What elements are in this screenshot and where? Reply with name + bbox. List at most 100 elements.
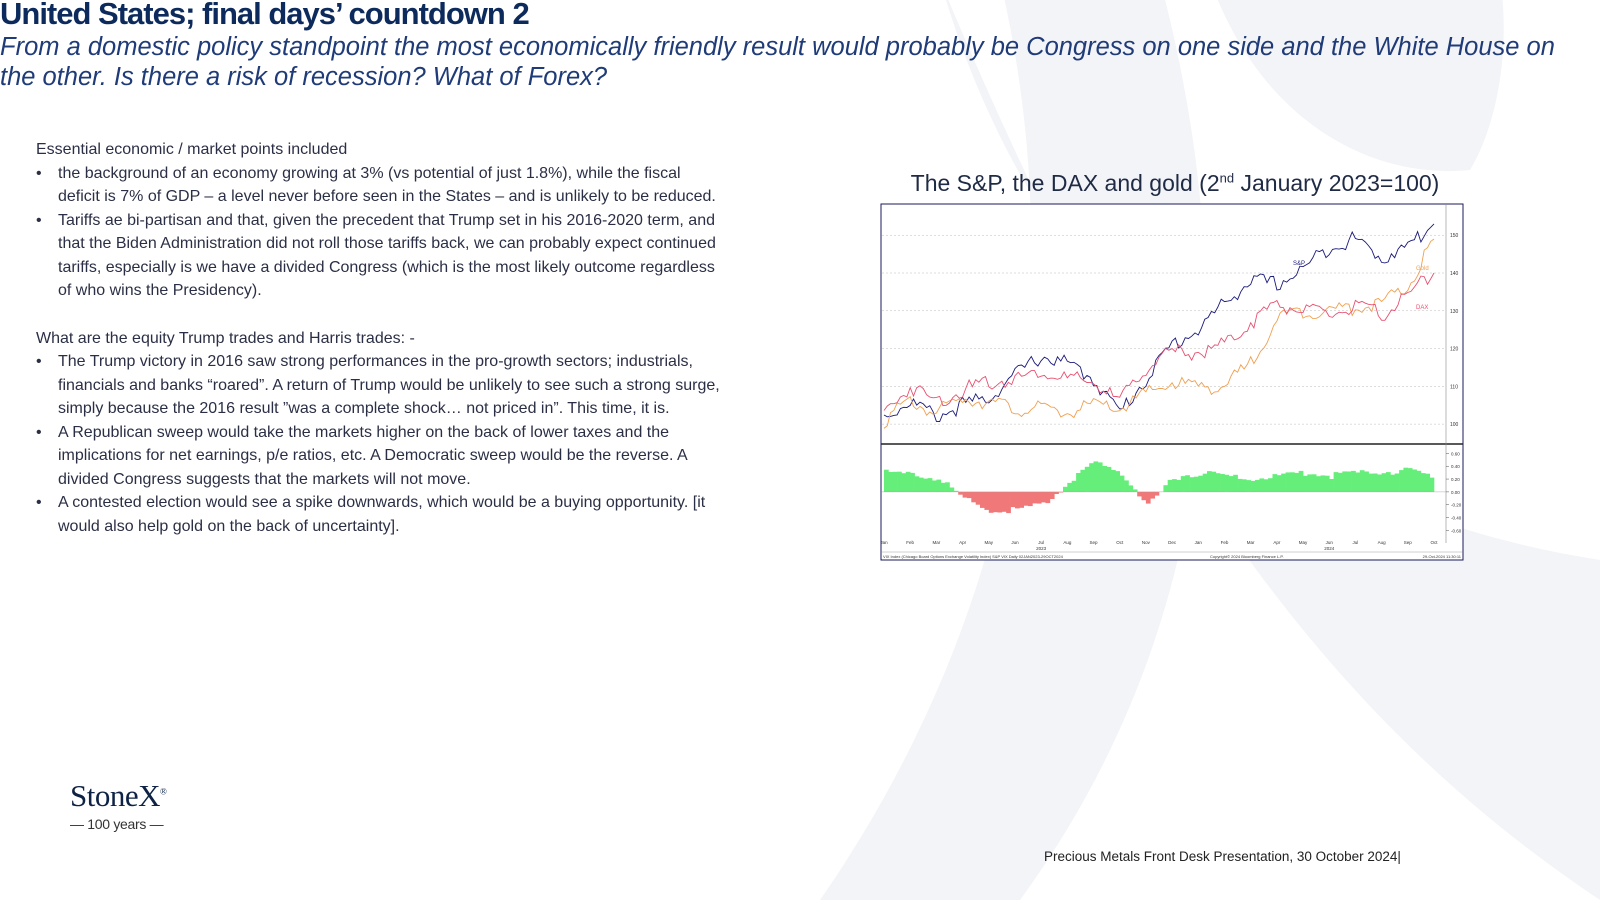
area-positive	[1185, 475, 1190, 492]
area-positive	[1167, 479, 1173, 492]
area-negative	[1045, 491, 1051, 504]
area-positive	[1329, 479, 1334, 492]
area-negative	[1023, 491, 1029, 506]
area-negative	[1019, 491, 1024, 508]
area-positive	[897, 471, 902, 492]
area-negative	[975, 491, 981, 505]
series-line-sp	[883, 223, 1435, 422]
area-positive	[1324, 475, 1330, 492]
area-positive	[953, 490, 959, 492]
bullet-point: the background of an economy growing at …	[36, 162, 726, 209]
area-negative	[1049, 491, 1055, 499]
area-positive	[1263, 479, 1269, 492]
area-positive	[1246, 480, 1251, 492]
x-tick-label: Aug	[1378, 540, 1387, 545]
y-tick-label: 140	[1450, 271, 1459, 277]
area-positive	[1307, 474, 1313, 492]
area-positive	[1346, 471, 1352, 492]
area-positive	[884, 469, 889, 492]
y-tick-label: 130	[1450, 309, 1459, 315]
x-tick-label: Mar	[1247, 540, 1255, 545]
area-positive	[1255, 479, 1260, 492]
x-tick-label: Jan	[880, 540, 888, 545]
chart-footer-left: VIX Index (Chicago Board Options Exchang…	[883, 554, 1064, 559]
area-positive	[1084, 466, 1090, 492]
area-negative	[980, 491, 985, 508]
chart-title: The S&P, the DAX and gold (2nd January 2…	[880, 170, 1470, 197]
area-positive	[888, 472, 894, 492]
area-positive	[1259, 478, 1265, 492]
area-negative	[1006, 491, 1011, 514]
series-label: DAX	[1416, 305, 1428, 311]
series-line-gold	[883, 238, 1435, 429]
area-positive	[936, 479, 942, 492]
x-tick-label: Oct	[1430, 540, 1438, 545]
area-positive	[1390, 474, 1395, 492]
area-positive	[1233, 474, 1238, 492]
area-positive	[1355, 472, 1361, 492]
area-negative	[988, 491, 994, 513]
area-positive	[1272, 474, 1278, 492]
area-positive	[1071, 480, 1077, 492]
area-positive	[1372, 473, 1378, 492]
x-tick-label: Feb	[906, 540, 914, 545]
sub-tick-label: 0.60	[1451, 451, 1460, 456]
x-tick-label: Jun	[1326, 540, 1334, 545]
area-positive	[1163, 485, 1169, 492]
stonex-logo: StoneX® — 100 years —	[70, 778, 167, 832]
area-positive	[918, 477, 924, 492]
area-positive	[1268, 478, 1273, 492]
area-positive	[910, 472, 915, 492]
chart-footer-mid: Copyright© 2024 Bloomberg Finance L.P.	[1210, 554, 1284, 559]
area-positive	[1377, 474, 1382, 492]
area-positive	[1250, 480, 1256, 492]
sub-tick-label: -0.40	[1451, 516, 1462, 521]
area-positive	[1067, 482, 1072, 492]
x-tick-label: May	[985, 540, 994, 545]
area-negative	[984, 491, 990, 510]
area-positive	[1281, 473, 1286, 492]
area-positive	[1220, 474, 1225, 492]
area-positive	[1215, 473, 1221, 492]
area-positive	[949, 487, 955, 492]
logo-mark: ®	[160, 786, 167, 797]
area-positive	[1132, 489, 1138, 492]
chart-title-main: The S&P, the DAX and gold (2	[910, 170, 1220, 196]
slide-title: United States; final days’ countdown 2	[0, 0, 530, 31]
x-tick-label: Apr	[1273, 540, 1281, 545]
economic-points-list: the background of an economy growing at …	[36, 162, 726, 303]
y-tick-label: 150	[1450, 233, 1459, 239]
area-positive	[932, 480, 937, 492]
area-positive	[1359, 470, 1365, 492]
area-positive	[1111, 470, 1116, 492]
area-positive	[1193, 476, 1199, 492]
logo-word: StoneX	[70, 778, 161, 813]
bullet-point: A contested election would see a spike d…	[36, 491, 726, 538]
logo-tagline: — 100 years —	[70, 816, 164, 832]
area-positive	[1093, 461, 1099, 492]
area-positive	[1189, 477, 1195, 492]
area-positive	[892, 471, 898, 492]
area-negative	[1054, 491, 1059, 494]
sub-tick-label: 0.20	[1451, 477, 1460, 482]
chart-title-tail: January 2023=100)	[1234, 170, 1440, 196]
area-positive	[1316, 476, 1321, 492]
area-positive	[940, 482, 946, 492]
area-negative	[1015, 491, 1020, 509]
area-negative	[1145, 491, 1151, 504]
area-positive	[905, 471, 911, 492]
area-positive	[1298, 470, 1304, 492]
x-tick-label: Jul	[1038, 540, 1044, 545]
x-tick-label: Aug	[1063, 540, 1072, 545]
area-positive	[1241, 479, 1247, 492]
area-positive	[1076, 473, 1081, 492]
area-negative	[1137, 491, 1142, 497]
sub-tick-label: -0.60	[1451, 528, 1462, 533]
bullet-point: The Trump victory in 2016 saw strong per…	[36, 350, 726, 421]
area-positive	[901, 473, 907, 492]
area-positive	[1119, 475, 1125, 492]
area-positive	[1416, 470, 1422, 492]
area-positive	[923, 478, 928, 492]
x-tick-label: Sep	[1090, 540, 1099, 545]
area-negative	[1010, 491, 1016, 508]
